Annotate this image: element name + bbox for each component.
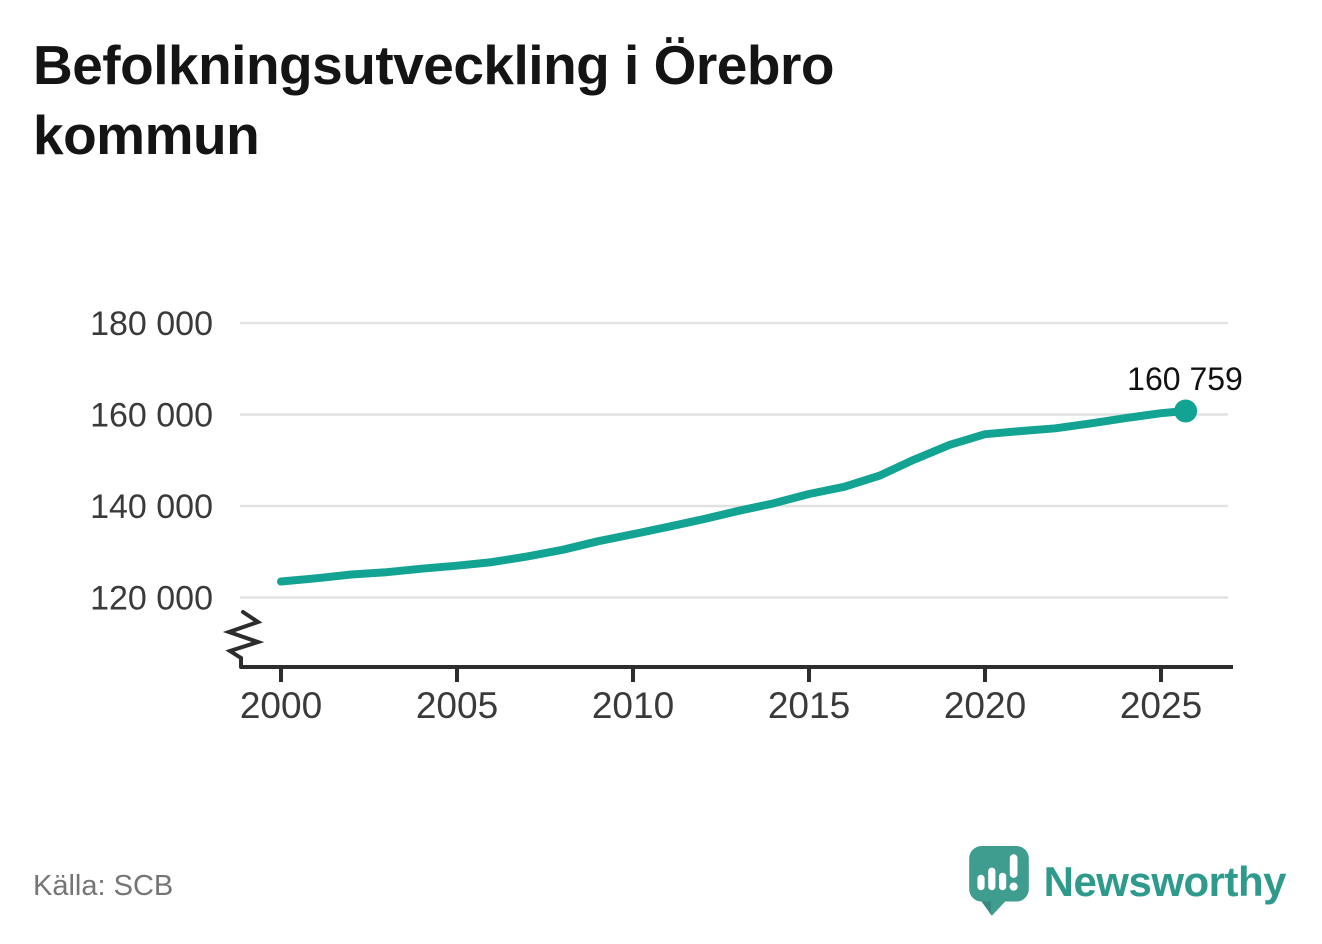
y-tick-label-160000: 160 000 [90, 397, 213, 435]
x-tick-label-2000: 2000 [240, 685, 322, 726]
x-axis [241, 665, 1233, 682]
end-point-dot [1174, 399, 1198, 423]
page-title-line-2: kommun [33, 104, 260, 166]
x-tick-label-2020: 2020 [944, 685, 1026, 726]
y-tick-label-180000: 180 000 [90, 305, 213, 343]
brand-name: Newsworthy [1043, 858, 1287, 905]
newsworthy-speech-bubble-barchart-icon [968, 846, 1029, 916]
x-tick-label-2010: 2010 [592, 685, 674, 726]
brand-logo: Newsworthy [968, 842, 1287, 922]
gridlines [240, 321, 1228, 599]
end-value-label: 160 759 [1127, 361, 1243, 397]
y-tick-label-140000: 140 000 [90, 488, 213, 526]
source-note: Källa: SCB [33, 870, 174, 902]
y-axis-tick-labels: 120 000 140 000 160 000 180 000 [90, 305, 213, 618]
page-title: Befolkningsutveckling i Örebro kommun [33, 30, 834, 170]
y-tick-label-120000: 120 000 [90, 580, 213, 618]
y-axis-break-zigzag [222, 610, 265, 669]
population-line [277, 407, 1190, 586]
x-tick-label-2025: 2025 [1120, 685, 1202, 726]
page-title-line-1: Befolkningsutveckling i Örebro [33, 34, 834, 96]
x-axis-tick-labels: 2000 2005 2010 2015 2020 2025 [240, 685, 1202, 726]
x-tick-label-2005: 2005 [416, 685, 498, 726]
data-series [277, 399, 1198, 586]
x-tick-label-2015: 2015 [768, 685, 850, 726]
